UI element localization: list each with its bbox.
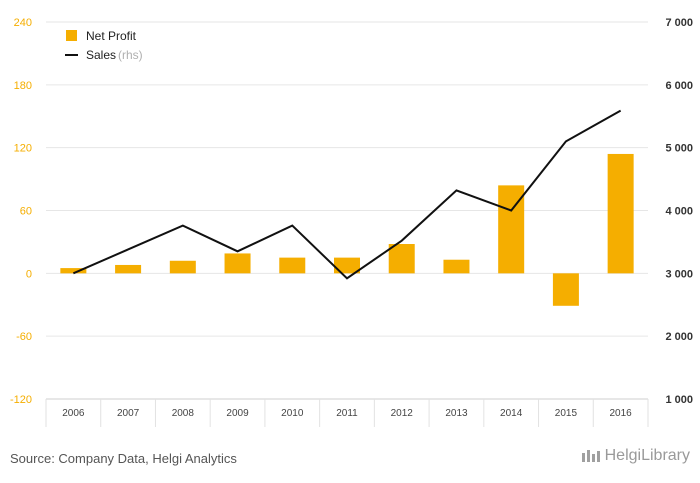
- y-left-tick-label: 180: [14, 80, 32, 92]
- net-profit-bar: [552, 273, 579, 306]
- legend-label-sales-rhs: (rhs): [118, 48, 143, 62]
- helgi-library-logo: HelgiLibrary: [581, 447, 690, 465]
- net-profit-bar: [388, 244, 415, 274]
- y-right-tick-label: 7 000: [665, 17, 693, 29]
- x-tick-label: 2015: [555, 408, 578, 419]
- net-profit-bar: [443, 259, 470, 274]
- y-right-tick-label: 6 000: [665, 80, 693, 92]
- x-tick-label: 2013: [445, 408, 468, 419]
- net-profit-bar: [60, 268, 87, 274]
- legend: Net Profit Sales (rhs): [65, 29, 143, 62]
- y-left-tick-label: 0: [26, 268, 32, 280]
- legend-label-sales: Sales: [86, 48, 116, 62]
- x-tick-label: 2014: [500, 408, 523, 419]
- net-profit-bar: [279, 257, 306, 274]
- source-note: Source: Company Data, Helgi Analytics: [10, 451, 237, 466]
- x-tick-label: 2006: [62, 408, 85, 419]
- y-left-tick-label: 120: [14, 143, 32, 155]
- x-tick-label: 2010: [281, 408, 304, 419]
- x-tick-label: 2016: [610, 408, 633, 419]
- y-right-tick-label: 3 000: [665, 268, 693, 280]
- sales-line: [72, 109, 622, 280]
- legend-swatch-net-profit: [66, 30, 77, 41]
- y-left-tick-label: -120: [10, 394, 32, 406]
- x-tick-label: 2009: [226, 408, 249, 419]
- axes: -120 -60 0 60 120 180 240 1 000 2 000 3 000 4 000 5…: [10, 17, 693, 427]
- y-left-tick-label: 240: [14, 17, 32, 29]
- net-profit-bars: [60, 153, 634, 306]
- x-tick-label: 2008: [172, 408, 195, 419]
- y-right-tick-label: 5 000: [665, 143, 693, 155]
- net-profit-bar: [224, 253, 251, 274]
- library-books-icon: [581, 448, 601, 464]
- logo-text: HelgiLibrary: [604, 447, 690, 464]
- x-tick-label: 2012: [391, 408, 414, 419]
- legend-label-net-profit: Net Profit: [86, 29, 137, 43]
- net-profit-bar: [169, 260, 196, 274]
- net-profit-bar: [607, 153, 634, 274]
- y-right-tick-label: 1 000: [665, 394, 693, 406]
- net-profit-bar: [115, 264, 142, 274]
- gridlines: [46, 21, 648, 400]
- y-left-tick-label: -60: [16, 331, 32, 343]
- y-right-tick-label: 4 000: [665, 206, 693, 218]
- y-right-tick-label: 2 000: [665, 331, 693, 343]
- x-tick-label: 2007: [117, 408, 140, 419]
- sales-line-path: [72, 109, 622, 280]
- y-left-tick-label: 60: [20, 206, 32, 218]
- x-tick-label: 2011: [336, 408, 358, 419]
- net-profit-bar: [334, 257, 360, 274]
